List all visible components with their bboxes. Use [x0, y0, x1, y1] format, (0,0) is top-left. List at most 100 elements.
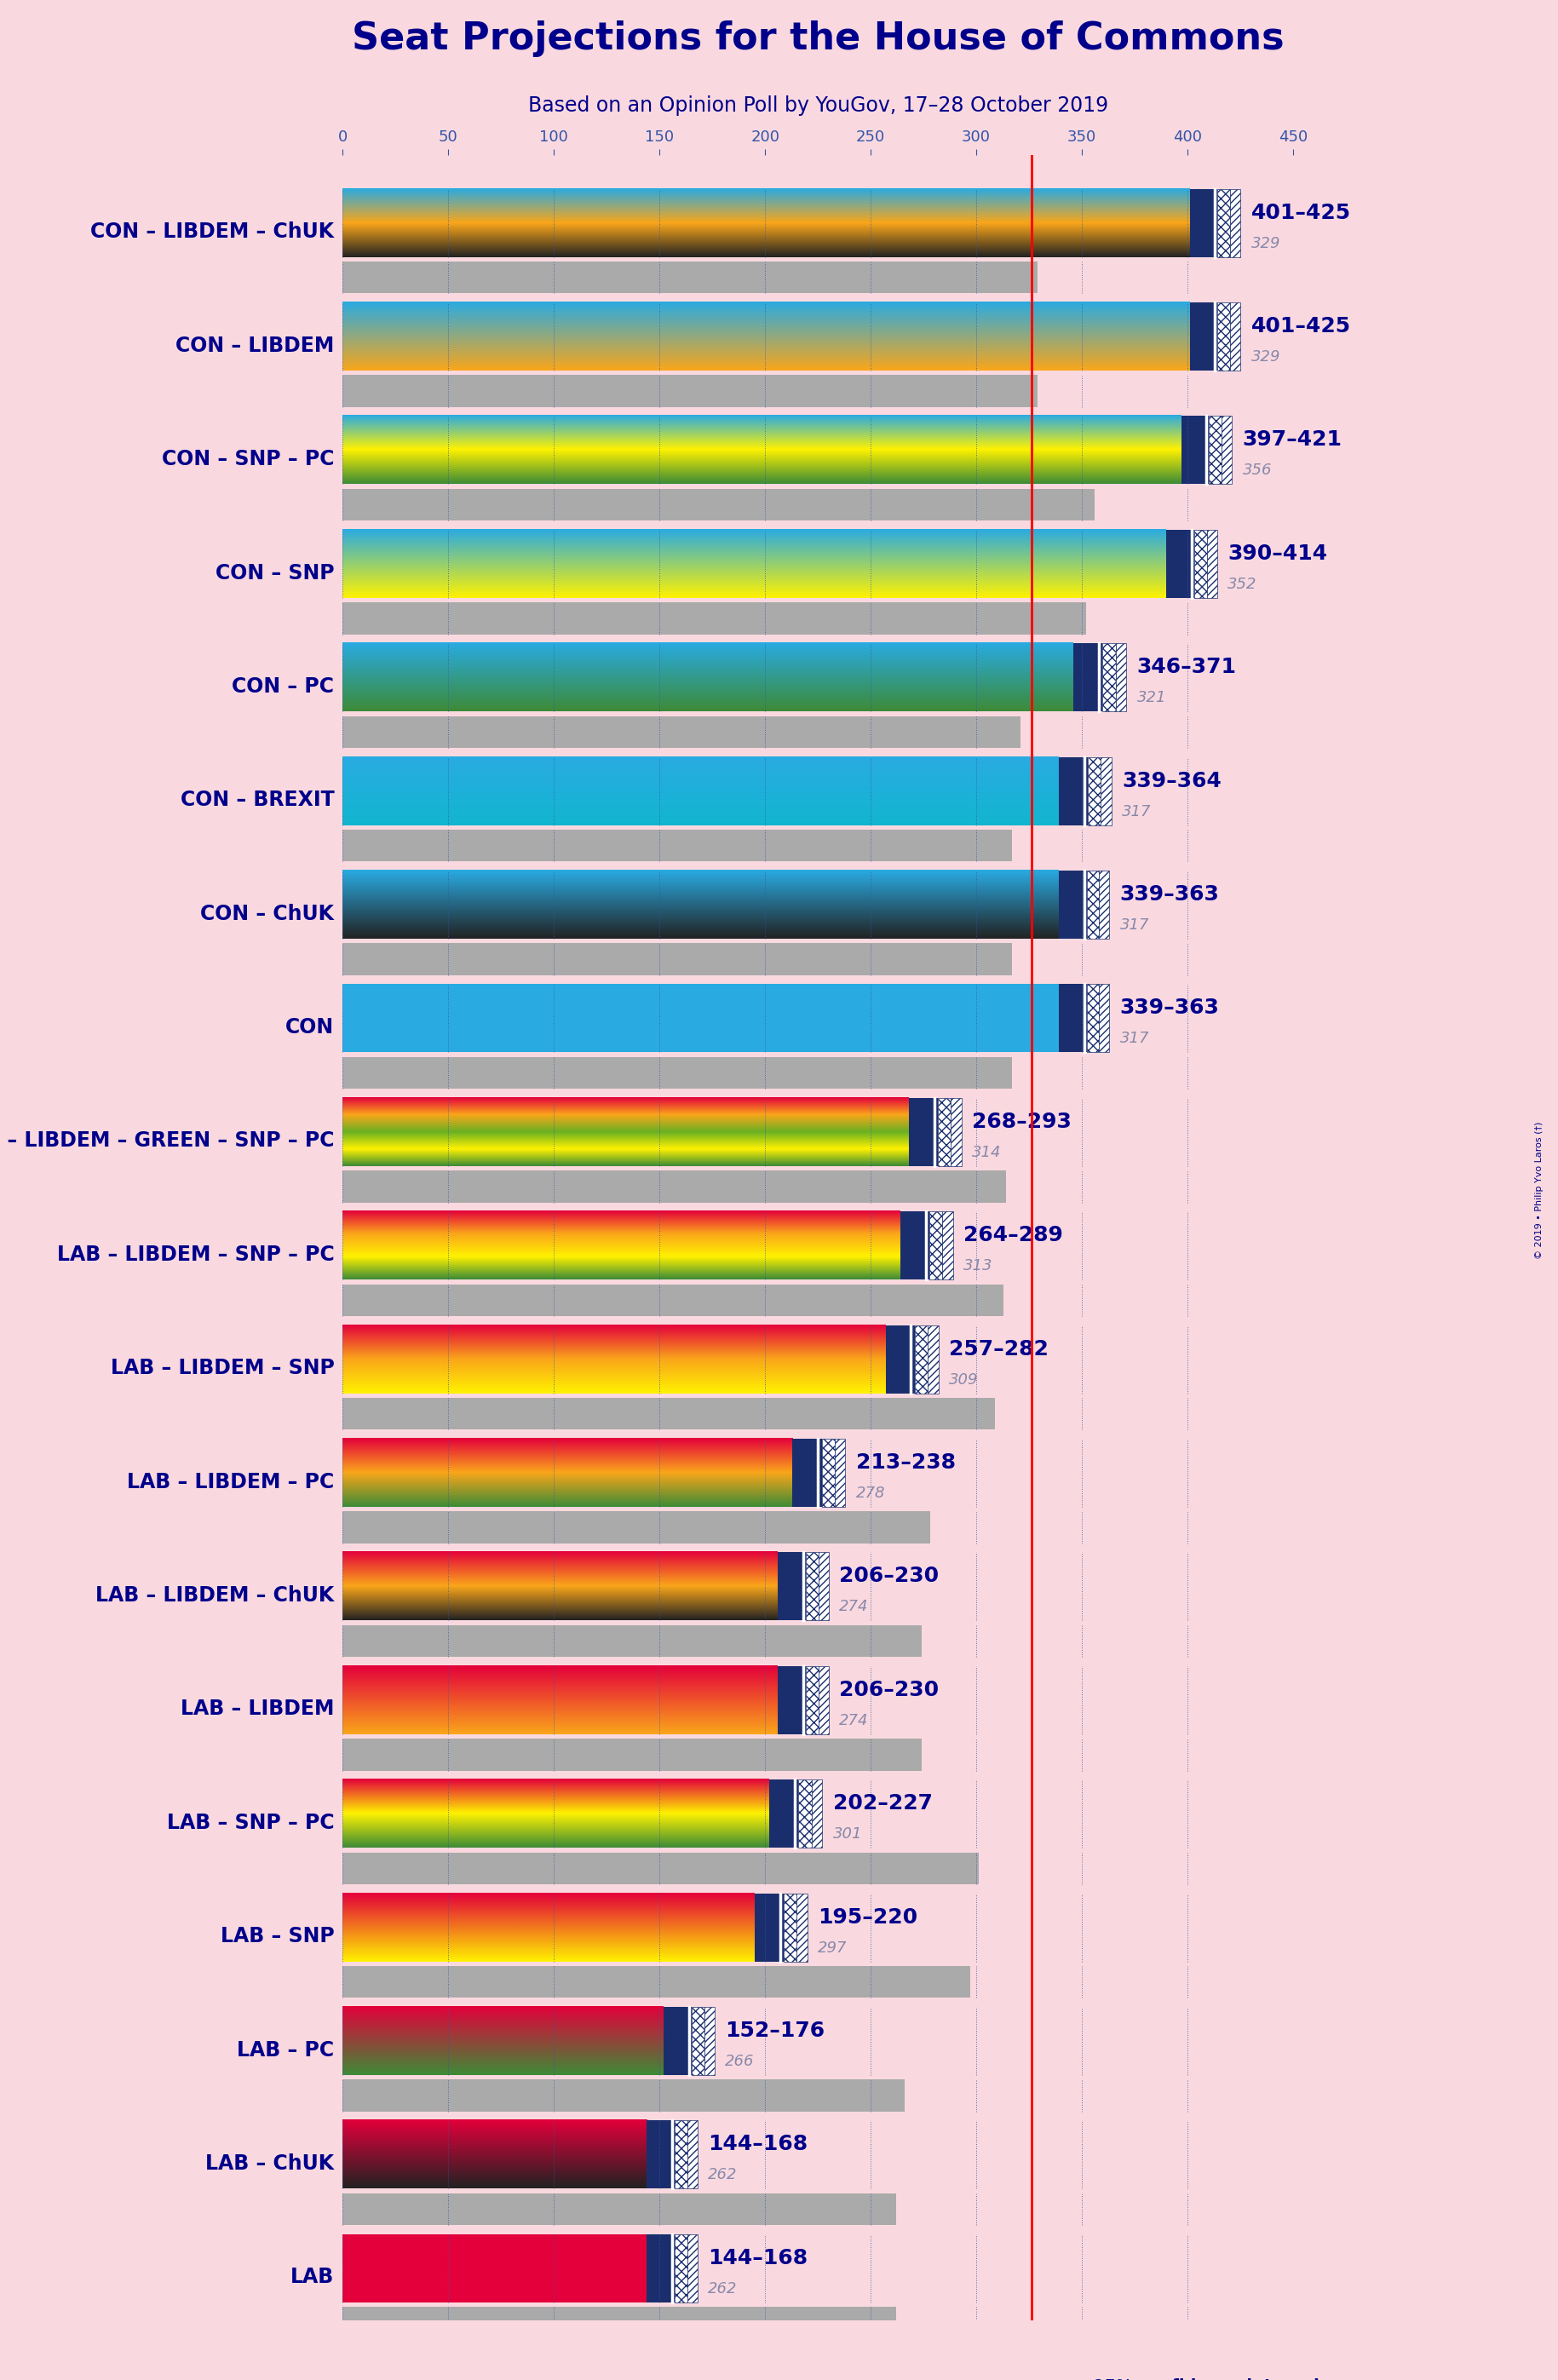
Text: 262: 262: [709, 2168, 737, 2182]
Text: 346–371: 346–371: [1137, 657, 1237, 678]
Bar: [818, 1552, 829, 1621]
Bar: [343, 1397, 996, 1430]
Bar: [1006, 2373, 1056, 2380]
Text: 266: 266: [724, 2054, 754, 2068]
Bar: [812, 1780, 823, 1847]
Text: CON – ChUK: CON – ChUK: [201, 904, 335, 923]
Text: Seat Projections for the House of Commons: Seat Projections for the House of Common…: [352, 21, 1284, 57]
Text: 206–230: 206–230: [840, 1566, 939, 1587]
Text: 268–293: 268–293: [972, 1111, 1072, 1133]
Bar: [1231, 188, 1240, 257]
Bar: [343, 262, 1038, 293]
Text: LAB – LIBDEM: LAB – LIBDEM: [181, 1699, 335, 1718]
Bar: [1221, 416, 1232, 483]
Bar: [901, 1211, 930, 1280]
Text: LAB: LAB: [291, 2268, 335, 2287]
Text: 339–363: 339–363: [1120, 997, 1220, 1019]
Bar: [343, 985, 1059, 1052]
Bar: [343, 602, 1086, 633]
Bar: [343, 1511, 930, 1542]
Text: 202–227: 202–227: [832, 1792, 932, 1814]
Bar: [1086, 985, 1098, 1052]
Text: 401–425: 401–425: [1251, 317, 1351, 336]
Bar: [647, 2235, 675, 2301]
Bar: [647, 2121, 675, 2190]
Bar: [343, 2235, 647, 2301]
Bar: [704, 2006, 715, 2075]
Bar: [343, 1740, 921, 1771]
Bar: [692, 2006, 704, 2075]
Text: CON – LIBDEM – ChUK: CON – LIBDEM – ChUK: [90, 221, 335, 243]
Bar: [796, 1892, 807, 1961]
Bar: [1209, 416, 1221, 483]
Bar: [687, 2121, 698, 2190]
Text: 274: 274: [840, 1599, 868, 1614]
Bar: [343, 376, 1038, 407]
Bar: [343, 2080, 905, 2111]
Text: Based on an Opinion Poll by YouGov, 17–28 October 2019: Based on an Opinion Poll by YouGov, 17–2…: [528, 95, 1108, 117]
Bar: [770, 1780, 798, 1847]
Bar: [343, 831, 1013, 862]
Bar: [343, 942, 1013, 976]
Text: 317: 317: [1122, 804, 1151, 819]
Bar: [793, 1440, 821, 1507]
Bar: [1190, 188, 1217, 257]
Text: LAB – LIBDEM – SNP: LAB – LIBDEM – SNP: [111, 1359, 335, 1378]
Bar: [950, 1097, 961, 1166]
Bar: [1217, 302, 1231, 371]
Text: 356: 356: [1242, 464, 1271, 478]
Text: LAB – SNP: LAB – SNP: [220, 1925, 335, 1947]
Text: 401–425: 401–425: [1251, 202, 1351, 224]
Text: CON – SNP: CON – SNP: [215, 562, 335, 583]
Bar: [835, 1440, 846, 1507]
Bar: [1207, 531, 1217, 597]
Bar: [1059, 757, 1087, 826]
Bar: [1056, 2373, 1081, 2380]
Text: 144–168: 144–168: [709, 2135, 809, 2154]
Text: LAB – SNP – PC: LAB – SNP – PC: [167, 1814, 335, 1833]
Bar: [1073, 643, 1103, 712]
Text: CON: CON: [285, 1016, 335, 1038]
Text: LAB – LIBDEM – GREEN – SNP – PC: LAB – LIBDEM – GREEN – SNP – PC: [0, 1130, 335, 1152]
Text: 274: 274: [840, 1714, 868, 1728]
Text: LAB – LIBDEM – SNP – PC: LAB – LIBDEM – SNP – PC: [56, 1245, 335, 1264]
Bar: [343, 2194, 896, 2225]
Text: CON – LIBDEM: CON – LIBDEM: [176, 336, 335, 357]
Bar: [1102, 757, 1111, 826]
Text: CON – PC: CON – PC: [232, 676, 335, 697]
Text: LAB – PC: LAB – PC: [237, 2040, 335, 2061]
Bar: [675, 2235, 687, 2301]
Bar: [343, 1171, 1006, 1202]
Bar: [1217, 188, 1231, 257]
Bar: [1098, 985, 1109, 1052]
Bar: [798, 1780, 812, 1847]
Bar: [1059, 985, 1086, 1052]
Text: 278: 278: [855, 1485, 885, 1502]
Text: 397–421: 397–421: [1242, 431, 1341, 450]
Bar: [1098, 871, 1109, 938]
Bar: [821, 1440, 835, 1507]
Text: 313: 313: [964, 1259, 992, 1273]
Bar: [754, 1892, 784, 1961]
Text: 301: 301: [832, 1825, 862, 1842]
Bar: [343, 2306, 896, 2340]
Bar: [343, 716, 1020, 747]
Text: 264–289: 264–289: [964, 1226, 1063, 1245]
Bar: [343, 1057, 1013, 1088]
Text: 390–414: 390–414: [1228, 543, 1327, 564]
Text: 213–238: 213–238: [855, 1452, 955, 1473]
Text: 195–220: 195–220: [818, 1906, 918, 1928]
Bar: [1116, 643, 1126, 712]
Text: 352: 352: [1228, 576, 1257, 593]
Bar: [1167, 531, 1195, 597]
Bar: [777, 1666, 805, 1735]
Text: 339–364: 339–364: [1122, 771, 1221, 790]
Text: 206–230: 206–230: [840, 1680, 939, 1699]
Bar: [784, 1892, 796, 1961]
Text: 317: 317: [1120, 916, 1150, 933]
Bar: [818, 1666, 829, 1735]
Bar: [1231, 302, 1240, 371]
Text: © 2019 • Philip Yvo Laros (†): © 2019 • Philip Yvo Laros (†): [1535, 1121, 1544, 1259]
Bar: [930, 1211, 943, 1280]
Text: LAB – LIBDEM – ChUK: LAB – LIBDEM – ChUK: [95, 1585, 335, 1606]
